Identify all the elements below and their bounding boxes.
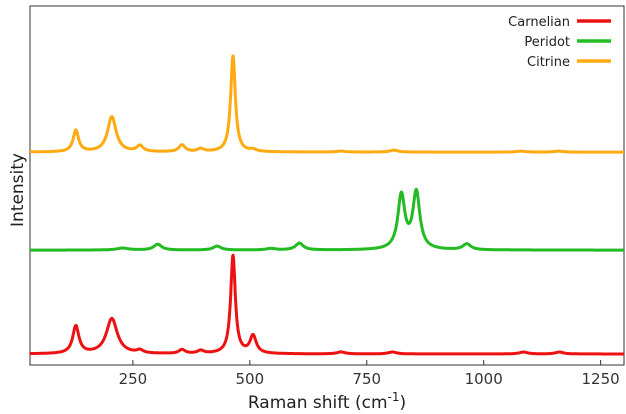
series-line-peridot xyxy=(29,187,625,252)
series-line-citrine xyxy=(29,54,625,154)
x-axis-ticks: 250 500 750 1000 1250 xyxy=(119,360,620,388)
x-tick-label: 1000 xyxy=(465,370,503,388)
legend: Carnelian Peridot Citrine xyxy=(508,15,611,70)
series-layer xyxy=(29,54,625,356)
x-tick-label: 500 xyxy=(236,370,265,388)
legend-label-peridot: Peridot xyxy=(524,35,570,50)
x-tick-label: 250 xyxy=(119,370,148,388)
x-axis-label-suffix: ) xyxy=(400,393,407,413)
x-axis-label-superscript: -1 xyxy=(388,390,400,404)
x-tick-label: 750 xyxy=(352,370,381,388)
series-line-carnelian xyxy=(29,253,625,356)
legend-label-citrine: Citrine xyxy=(527,55,570,70)
x-axis-label: Raman shift (cm-1) xyxy=(248,390,406,413)
x-axis-label-main: Raman shift (cm xyxy=(248,393,388,413)
x-tick-label: 1250 xyxy=(582,370,620,388)
legend-label-carnelian: Carnelian xyxy=(508,15,570,30)
y-axis-label: Intensity xyxy=(8,153,28,227)
plot-frame xyxy=(29,5,625,366)
